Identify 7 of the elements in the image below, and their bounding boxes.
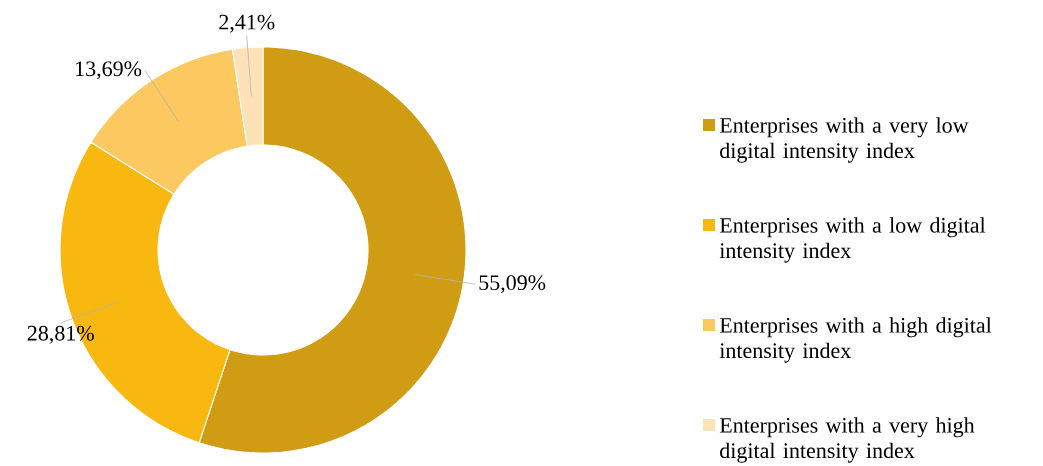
data-label: 2,41%: [219, 14, 275, 33]
legend-label: Enterprises with a very high digital intensity index: [719, 417, 975, 463]
data-label: 13,69%: [76, 61, 142, 80]
legend-label: Enterprises with a high digital intensity index: [719, 317, 992, 363]
legend-label: Enterprises with a low digital intensity index: [719, 217, 986, 263]
data-label: 55,09%: [479, 275, 546, 294]
legend-label: Enterprises with a very low digital intensity index: [719, 117, 969, 163]
